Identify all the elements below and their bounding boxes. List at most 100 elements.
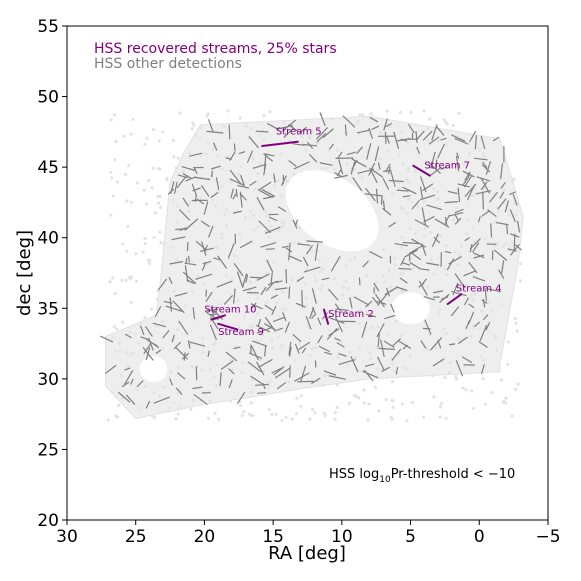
detection-segment (472, 252, 485, 259)
detection-segment (268, 216, 278, 222)
detection-segment (205, 291, 213, 302)
detection-segment (390, 303, 395, 313)
footprint-texture (270, 412, 274, 416)
detection-segment (375, 294, 385, 308)
stream-segment (322, 308, 330, 325)
footprint-texture (414, 232, 418, 236)
detection-segment (293, 161, 310, 170)
footprint-texture (298, 342, 302, 346)
detection-segment (393, 131, 399, 149)
footprint-texture (117, 341, 121, 345)
detection-segment (189, 341, 206, 347)
detection-segment (499, 191, 505, 199)
y-tick-label: 25 (37, 440, 59, 460)
detection-segment (305, 316, 312, 330)
footprint-texture (111, 335, 115, 339)
y-tick-label: 20 (37, 511, 59, 531)
footprint-texture (451, 124, 456, 128)
detection-segment (311, 377, 321, 384)
footprint-texture (191, 289, 195, 293)
footprint-texture (501, 400, 505, 404)
detection-segment (323, 370, 337, 376)
footprint-texture (206, 263, 210, 267)
footprint-texture (223, 213, 227, 217)
detection-segment (227, 243, 235, 259)
detection-segment (210, 324, 217, 341)
detection-segment (202, 262, 207, 271)
detection-segment (195, 176, 211, 181)
footprint-texture (428, 117, 432, 121)
detection-segment (146, 338, 159, 348)
footprint-texture (295, 396, 299, 400)
detection-segment (275, 368, 290, 379)
footprint-texture (484, 402, 488, 406)
detection-segment (384, 314, 396, 320)
detection-segment (317, 317, 322, 326)
detection-segment (328, 328, 340, 336)
footprint-texture (464, 282, 468, 287)
footprint-texture (241, 361, 245, 365)
detection-segment (155, 349, 162, 354)
footprint-texture (204, 152, 208, 156)
detection-segment (324, 351, 332, 355)
footprint-texture (479, 354, 483, 359)
footprint-texture (270, 347, 274, 351)
footprint-texture (463, 364, 467, 369)
detection-segment (463, 270, 476, 277)
y-tick-label: 55 (37, 17, 59, 37)
detection-segment (205, 308, 218, 312)
footprint-texture (171, 198, 175, 202)
footprint-texture (172, 289, 176, 293)
footprint-texture (267, 235, 271, 239)
detection-segment (303, 266, 321, 273)
detection-segment (208, 119, 214, 132)
detection-segment (215, 177, 220, 190)
footprint-texture (406, 169, 410, 173)
detection-segment (369, 251, 383, 259)
footprint-texture (360, 176, 364, 180)
detection-segment (206, 130, 224, 134)
footprint-texture (199, 196, 203, 200)
detection-segment (484, 288, 487, 302)
footprint-texture (377, 409, 381, 413)
footprint-texture (176, 328, 180, 332)
detection-segment (237, 185, 250, 189)
detection-segment (223, 295, 233, 305)
detection-segment (398, 340, 411, 349)
detection-segment (402, 241, 420, 245)
detection-segment (458, 336, 468, 344)
footprint-texture (129, 200, 133, 204)
legend-entry-other: HSS other detections (94, 56, 242, 72)
y-tick-label: 40 (37, 229, 59, 249)
detection-segment (420, 340, 427, 349)
detection-segment (276, 327, 283, 331)
footprint-texture (322, 383, 326, 387)
footprint-texture (483, 237, 487, 241)
footprint-texture (382, 198, 386, 202)
detection-segment (378, 162, 381, 170)
detection-segment (182, 197, 189, 207)
footprint-texture (408, 227, 412, 231)
footprint-texture (152, 415, 156, 420)
footprint-texture (318, 270, 322, 274)
footprint-texture (362, 401, 366, 405)
detection-segment (435, 159, 438, 171)
footprint-texture (137, 341, 141, 345)
footprint-texture (201, 336, 205, 341)
footprint-texture (340, 293, 344, 297)
detection-segment (420, 194, 436, 201)
detection-segment (273, 173, 276, 183)
footprint-texture (451, 218, 456, 222)
detection-segment (356, 129, 371, 134)
detection-segment (444, 214, 451, 224)
detection-segment (289, 365, 291, 378)
detection-segment (388, 166, 391, 174)
detection-segment (472, 242, 480, 253)
detection-segment (429, 167, 441, 177)
footprint-texture (398, 186, 402, 190)
x-tick-label: 25 (125, 527, 147, 547)
footprint-texture (144, 202, 149, 206)
footprint-texture (506, 340, 510, 344)
detection-segment (338, 353, 347, 357)
footprint-texture (431, 187, 435, 191)
